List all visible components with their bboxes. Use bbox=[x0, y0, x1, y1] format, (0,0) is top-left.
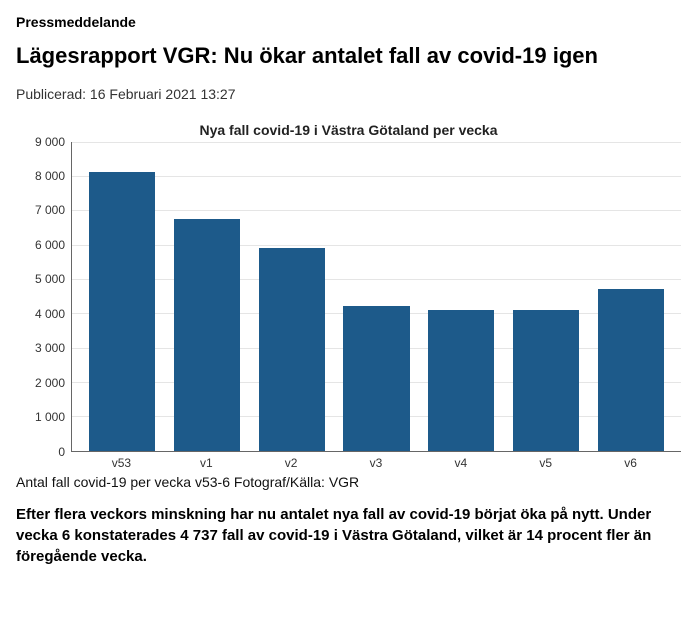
chart-y-tick-label: 3 000 bbox=[35, 341, 65, 355]
chart-y-axis: 01 0002 0003 0004 0005 0006 0007 0008 00… bbox=[16, 142, 71, 452]
covid-cases-chart: Nya fall covid-19 i Västra Götaland per … bbox=[16, 116, 681, 470]
chart-y-tick-label: 9 000 bbox=[35, 135, 65, 149]
chart-x-tick-label: v1 bbox=[164, 456, 249, 470]
chart-bar-slot bbox=[334, 142, 419, 451]
chart-y-tick-label: 8 000 bbox=[35, 169, 65, 183]
chart-y-tick-label: 1 000 bbox=[35, 410, 65, 424]
chart-caption: Antal fall covid-19 per vecka v53-6 Foto… bbox=[16, 474, 684, 490]
chart-bar bbox=[259, 248, 325, 451]
lead-paragraph: Efter flera veckors minskning har nu ant… bbox=[16, 504, 684, 567]
chart-x-tick-label: v3 bbox=[334, 456, 419, 470]
chart-bar bbox=[513, 310, 579, 451]
chart-x-tick-label: v4 bbox=[418, 456, 503, 470]
published-timestamp: Publicerad: 16 Februari 2021 13:27 bbox=[16, 86, 684, 102]
chart-x-tick-label: v5 bbox=[503, 456, 588, 470]
chart-bar bbox=[174, 219, 240, 451]
chart-y-tick-label: 5 000 bbox=[35, 272, 65, 286]
chart-x-axis: v53v1v2v3v4v5v6 bbox=[16, 452, 681, 470]
chart-bar bbox=[89, 172, 155, 450]
chart-title: Nya fall covid-19 i Västra Götaland per … bbox=[16, 116, 681, 142]
chart-bar-slot bbox=[80, 142, 165, 451]
chart-bar-slot bbox=[504, 142, 589, 451]
chart-bar-slot bbox=[249, 142, 334, 451]
chart-x-tick-label: v2 bbox=[249, 456, 334, 470]
chart-bar bbox=[598, 289, 664, 450]
chart-bar-slot bbox=[588, 142, 673, 451]
chart-bar bbox=[428, 310, 494, 451]
chart-plot-area bbox=[71, 142, 681, 452]
chart-y-tick-label: 2 000 bbox=[35, 376, 65, 390]
kicker: Pressmeddelande bbox=[16, 14, 684, 30]
page-title: Lägesrapport VGR: Nu ökar antalet fall a… bbox=[16, 42, 684, 70]
chart-bar bbox=[343, 306, 409, 450]
chart-y-tick-label: 0 bbox=[58, 445, 65, 459]
chart-x-tick-label: v53 bbox=[79, 456, 164, 470]
chart-bar-slot bbox=[419, 142, 504, 451]
chart-bars bbox=[72, 142, 681, 451]
chart-bar-slot bbox=[165, 142, 250, 451]
chart-y-tick-label: 6 000 bbox=[35, 238, 65, 252]
chart-y-tick-label: 7 000 bbox=[35, 203, 65, 217]
chart-x-tick-label: v6 bbox=[588, 456, 673, 470]
chart-plot: 01 0002 0003 0004 0005 0006 0007 0008 00… bbox=[16, 142, 681, 452]
chart-y-tick-label: 4 000 bbox=[35, 307, 65, 321]
